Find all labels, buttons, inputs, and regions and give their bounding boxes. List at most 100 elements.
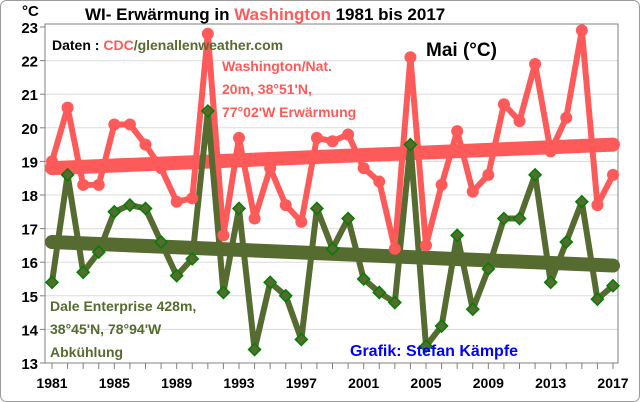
washington-label: Washington/Nat. 20m, 38°51'N, 77°02'W Er…	[222, 58, 356, 120]
washington-data-point	[529, 57, 542, 70]
dale-label-line: 38°45'N, 78°94'W	[50, 321, 162, 337]
y-tick-label: 22	[21, 54, 38, 71]
x-tick-label: 2001	[348, 375, 379, 391]
dale-data-point	[465, 302, 480, 317]
washington-data-point	[295, 215, 308, 228]
dale-data-point	[481, 261, 496, 276]
washington-trend-line	[45, 137, 620, 176]
title-part-3: 1981 bis 2017	[331, 5, 445, 24]
dale-data-point	[294, 332, 309, 347]
washington-data-point	[217, 229, 230, 242]
washington-data-point	[279, 199, 292, 212]
source-rest: /glenallenweather.com	[134, 37, 283, 53]
dale-data-point	[418, 339, 434, 354]
washington-data-point	[482, 168, 495, 181]
dale-data-point	[44, 275, 60, 290]
dale-data-point	[543, 275, 558, 290]
dale-data-point	[91, 245, 106, 260]
dale-data-point	[528, 167, 543, 182]
dale-data-point	[372, 285, 387, 300]
washington-data-point	[373, 175, 386, 188]
title-part-1: WI- Erwärmung in	[85, 5, 234, 24]
washington-data-point	[248, 212, 261, 225]
x-tick-label: 1997	[286, 375, 317, 391]
dale-label-line: Abkühlung	[50, 344, 123, 360]
washington-data-point	[170, 195, 183, 208]
y-tick-label: 15	[21, 289, 38, 306]
dale-data-point	[590, 292, 605, 307]
dale-label-line: Dale Enterprise 428m,	[50, 298, 196, 314]
washington-data-point	[186, 192, 199, 205]
dale-data-point	[231, 201, 247, 216]
source-label: Daten : CDC/glenallenweather.com	[52, 37, 283, 53]
title-part-2: Washington	[234, 5, 331, 24]
dale-data-point	[309, 201, 324, 216]
credit-label: Grafik: Stefan Kämpfe	[350, 343, 518, 360]
washington-label-line: 77°02'W Erwärmung	[222, 104, 356, 120]
dale-data-point	[559, 234, 574, 250]
dale-data-point	[122, 198, 137, 213]
washington-data-point	[420, 239, 432, 252]
plot-frame	[44, 23, 619, 364]
washington-data-point	[575, 24, 588, 37]
y-axis-label: °C	[22, 3, 39, 20]
dale-data-point	[341, 211, 356, 226]
x-tick-label: 2017	[597, 375, 628, 391]
dale-data-point	[247, 342, 262, 357]
washington-data-point	[77, 178, 90, 191]
y-tick-label: 13	[21, 356, 38, 373]
washington-data-point	[264, 162, 277, 175]
source-prefix: Daten :	[52, 37, 103, 53]
washington-data-point	[544, 145, 557, 158]
dale-data-point	[76, 265, 91, 280]
dale-data-point	[216, 285, 231, 300]
washington-data-point	[155, 162, 168, 175]
dale-data-point	[574, 194, 589, 209]
washington-data-point	[46, 155, 58, 168]
x-tick-label: 1985	[99, 375, 130, 391]
dale-data-point	[434, 318, 449, 334]
x-tick-label: 1993	[223, 375, 254, 391]
washington-data-point	[357, 162, 370, 175]
dale-data-point	[512, 211, 527, 226]
chart-title: WI- Erwärmung in Washington 1981 bis 201…	[85, 5, 445, 24]
washington-data-point	[92, 178, 105, 191]
washington-data-point	[123, 118, 136, 131]
dale-data-point	[138, 201, 153, 216]
washington-data-point	[497, 98, 510, 111]
source-cdc: CDC	[103, 37, 133, 53]
y-tick-label: 23	[21, 20, 38, 37]
washington-label-line: 20m, 38°51'N,	[222, 81, 312, 97]
washington-data-point	[201, 27, 214, 40]
y-tick-label: 18	[21, 188, 38, 205]
washington-data-point	[435, 178, 448, 191]
dale-data-point	[107, 204, 122, 219]
y-tick-label: 19	[21, 154, 38, 171]
dale-data-point	[496, 211, 511, 226]
y-tick-label: 21	[21, 87, 38, 104]
x-tick-label: 2009	[473, 375, 504, 391]
washington-data-point	[607, 168, 619, 181]
x-tick-label: 1981	[36, 375, 67, 391]
dale-data-point	[387, 295, 402, 310]
washington-data-point	[326, 135, 339, 148]
chart-subtitle: Mai (°C)	[426, 40, 497, 61]
dale-data-point	[450, 228, 465, 243]
y-tick-label: 14	[21, 322, 38, 339]
x-tick-label: 2005	[410, 375, 441, 391]
y-tick-label: 20	[21, 121, 38, 138]
washington-data-point	[388, 242, 401, 255]
washington-data-point	[451, 125, 464, 138]
dale-data-point	[200, 103, 215, 119]
dale-data-point	[325, 241, 340, 256]
dale-data-point	[60, 167, 75, 182]
washington-data-point	[108, 118, 121, 131]
washington-data-point	[560, 111, 573, 124]
dale-data-point	[154, 234, 169, 250]
dale-data-point	[605, 278, 621, 293]
dale-label: Dale Enterprise 428m, 38°45'N, 78°94'W A…	[50, 298, 196, 360]
washington-data-point	[61, 101, 74, 114]
dale-data-point	[263, 275, 278, 290]
